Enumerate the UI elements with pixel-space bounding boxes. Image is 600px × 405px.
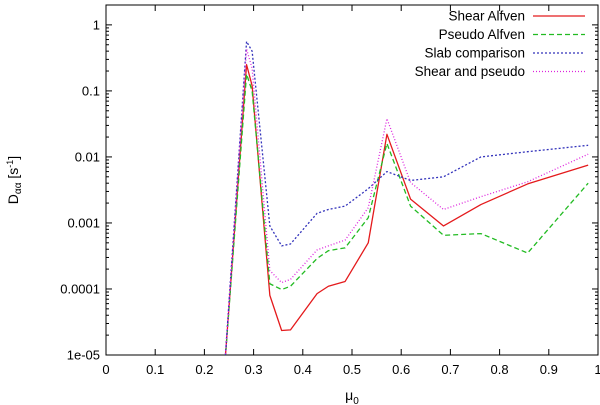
series-line-4: [224, 48, 589, 355]
legend-label: Shear and pseudo: [415, 64, 525, 79]
x-tick-label: 0.8: [491, 362, 509, 377]
x-axis-label: μ0: [345, 387, 359, 405]
series-line-3: [224, 40, 589, 355]
x-tick-label: 0.1: [146, 362, 164, 377]
x-tick-label: 0.7: [441, 362, 459, 377]
x-tick-label: 0.6: [392, 362, 410, 377]
y-axis-label: Dαα [s-1]: [5, 156, 24, 204]
x-tick-label: 0.2: [195, 362, 213, 377]
y-tick-label: 0.1: [82, 83, 100, 98]
y-tick-label: 1e-05: [67, 348, 100, 363]
y-tick-label: 1: [93, 17, 100, 32]
y-tick-label: 0.001: [67, 215, 100, 230]
series-line-1: [224, 63, 589, 355]
legend: Shear Alfven Pseudo Alfven Slab comparison…: [415, 9, 585, 79]
y-tick-label: 0.0001: [60, 281, 100, 296]
series-group: [224, 40, 589, 355]
x-tick-label: 0.4: [294, 362, 312, 377]
x-tick-label: 0: [102, 362, 109, 377]
legend-label: Pseudo Alfven: [439, 27, 525, 42]
x-tick-label: 0.3: [245, 362, 263, 377]
x-tick-label: 0.5: [343, 362, 361, 377]
x-tick-label: 0.9: [540, 362, 558, 377]
ticks: 0 0.1 0.2 0.3 0.4 0.5 0.6 0.7 0.8 0.9 1 1e-05 0.0001…: [60, 4, 600, 377]
y-tick-label: 0.01: [75, 149, 100, 164]
x-tick-label: 1: [594, 362, 600, 377]
legend-label: Shear Alfven: [448, 9, 525, 24]
series-line-2: [224, 73, 589, 355]
legend-label: Slab comparison: [424, 46, 525, 61]
